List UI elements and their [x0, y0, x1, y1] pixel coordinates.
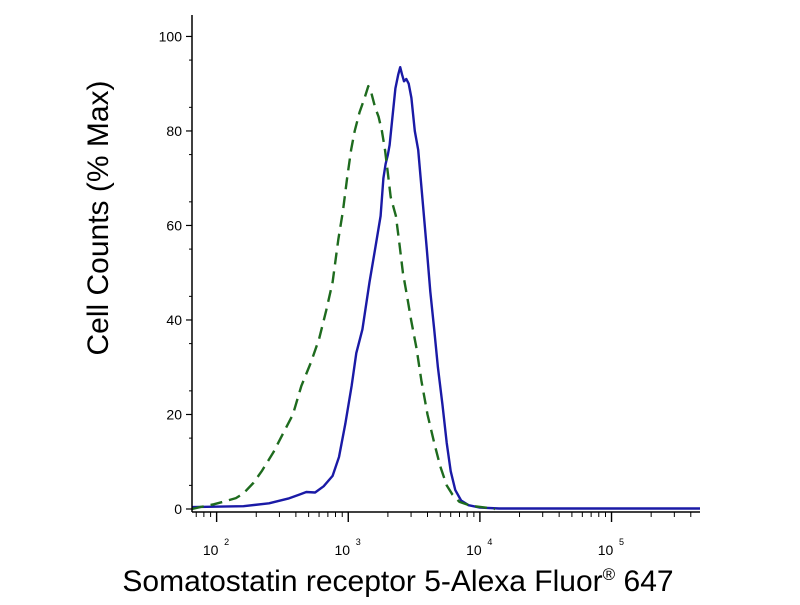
x-tick-label: 10 — [466, 542, 482, 558]
x-axis-title-suffix: 647 — [615, 565, 673, 598]
y-tick-label: 80 — [166, 123, 182, 139]
axes-layer — [186, 15, 700, 522]
x-tick-label: 10 — [598, 542, 614, 558]
y-tick-label: 60 — [166, 217, 182, 233]
labels-layer: 0 20 40 60 80 100 10 2 10 3 10 4 10 5 Cell Counts (% M… — [82, 28, 674, 598]
x-tick-exponent: 2 — [224, 537, 229, 547]
solid-histogram-line — [191, 66, 700, 510]
x-tick-label: 10 — [334, 542, 350, 558]
x-axis-title-main: Somatostatin receptor 5-Alexa Fluor — [122, 565, 602, 598]
x-tick-exponent: 5 — [619, 537, 624, 547]
dashed-histogram-line — [191, 84, 496, 511]
y-axis-title: Cell Counts (% Max) — [82, 80, 115, 355]
y-tick-label: 0 — [174, 501, 182, 517]
series-layer — [191, 66, 700, 511]
x-tick-label: 10 — [203, 542, 219, 558]
x-tick-exponent: 4 — [487, 537, 492, 547]
y-tick-label: 100 — [159, 28, 183, 44]
x-axis-title-registered-mark: ® — [603, 565, 616, 584]
x-tick-exponent: 3 — [356, 537, 361, 547]
y-tick-label: 40 — [166, 312, 182, 328]
x-axis-title: Somatostatin receptor 5-Alexa Fluor® 647 — [122, 565, 673, 598]
y-tick-label: 20 — [166, 406, 182, 422]
